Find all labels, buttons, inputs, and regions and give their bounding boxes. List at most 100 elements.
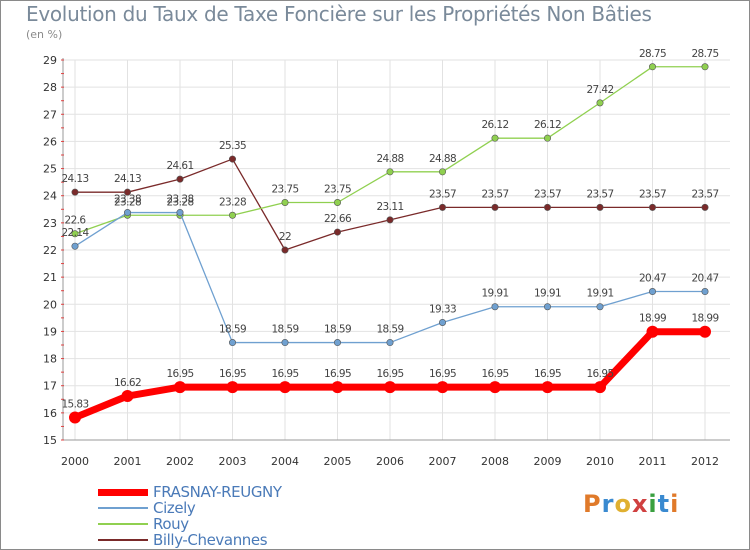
logo-letter: x	[631, 490, 649, 518]
y-tick-label: 18	[43, 353, 57, 366]
data-point	[333, 339, 341, 347]
logo-letter: i	[670, 490, 680, 518]
data-point	[491, 134, 499, 142]
y-tick-label: 24	[43, 190, 57, 203]
data-label: 23.57	[639, 188, 666, 200]
data-point	[229, 339, 237, 347]
x-tick-label: 2000	[61, 455, 89, 468]
data-point	[596, 99, 604, 107]
data-point	[438, 318, 446, 326]
data-point	[124, 209, 132, 217]
chart-title: Evolution du Taux de Taxe Foncière sur l…	[26, 2, 652, 26]
data-label: 28.75	[691, 48, 718, 60]
data-point	[543, 134, 551, 142]
data-label: 25.35	[219, 140, 246, 152]
x-tick-label: 2009	[534, 455, 562, 468]
data-label: 19.91	[534, 288, 561, 300]
x-tick-label: 2002	[166, 455, 194, 468]
data-point	[71, 188, 79, 196]
data-point	[541, 381, 554, 394]
data-label: 16.62	[114, 377, 141, 389]
data-point	[333, 228, 341, 236]
data-point	[121, 390, 134, 403]
data-point	[331, 381, 344, 394]
data-label: 23.11	[376, 201, 403, 213]
data-point	[386, 168, 394, 176]
x-tick-label: 2007	[429, 455, 457, 468]
data-point	[489, 381, 501, 394]
data-label: 23.28	[114, 196, 141, 208]
data-point	[281, 339, 289, 347]
data-point	[226, 381, 239, 394]
data-label: 26.12	[481, 119, 508, 131]
data-point	[701, 203, 709, 211]
y-tick-label: 28	[43, 81, 57, 94]
data-label: 16.95	[586, 368, 613, 380]
data-label: 15.83	[61, 398, 88, 410]
x-tick-label: 2004	[271, 455, 299, 468]
y-tick-label: 22	[43, 244, 57, 257]
data-label: 22.66	[324, 213, 352, 225]
data-point	[491, 203, 499, 211]
data-label: 23.75	[271, 184, 298, 196]
y-tick-label: 27	[43, 108, 57, 121]
data-label: 23.57	[481, 188, 508, 200]
y-tick-label: 25	[43, 163, 57, 176]
data-point	[71, 242, 79, 250]
x-tick-label: 2003	[219, 455, 247, 468]
data-point	[648, 288, 656, 296]
data-label: 18.59	[219, 324, 246, 336]
data-point	[646, 325, 659, 338]
data-label: 16.95	[271, 368, 298, 380]
data-point	[69, 411, 81, 424]
y-tick-label: 21	[43, 271, 57, 284]
data-point	[229, 211, 237, 219]
data-point	[386, 216, 394, 224]
data-label: 24.13	[61, 173, 88, 185]
data-label: 23.57	[534, 188, 561, 200]
data-point	[279, 381, 291, 394]
legend-label: Rouy	[153, 515, 189, 533]
data-label: 19.33	[429, 303, 456, 315]
data-point	[176, 209, 184, 217]
data-point	[124, 188, 132, 196]
data-label: 20.47	[639, 273, 666, 285]
data-label: 16.95	[429, 368, 456, 380]
data-label: 18.99	[639, 313, 666, 325]
data-label: 23.28	[166, 196, 193, 208]
data-point	[174, 381, 186, 394]
data-label: 23.38	[114, 194, 141, 206]
data-point	[648, 203, 656, 211]
data-point	[333, 199, 341, 207]
logo-letter: i	[648, 490, 658, 518]
data-point	[436, 381, 449, 394]
x-tick-label: 2001	[114, 455, 142, 468]
legend-swatch	[98, 489, 148, 496]
y-tick-label: 26	[43, 135, 57, 148]
data-point	[596, 303, 604, 311]
data-label: 16.95	[376, 368, 403, 380]
x-tick-label: 2008	[481, 455, 509, 468]
data-point	[699, 325, 711, 338]
data-point	[543, 203, 551, 211]
data-point	[438, 203, 446, 211]
data-label: 16.95	[324, 368, 351, 380]
legend-swatch	[98, 539, 148, 541]
data-point	[176, 175, 184, 183]
legend-label: FRASNAY-REUGNY	[153, 483, 282, 501]
data-label: 23.28	[219, 196, 246, 208]
data-point	[438, 168, 446, 176]
y-tick-label: 16	[43, 407, 57, 420]
data-label: 18.59	[271, 324, 298, 336]
data-point	[701, 288, 709, 296]
proxiti-logo: Proxiti	[583, 490, 679, 518]
data-label: 26.12	[534, 119, 561, 131]
x-tick-label: 2005	[324, 455, 352, 468]
data-label: 22.6	[65, 215, 87, 227]
logo-letter: t	[657, 490, 671, 518]
x-tick-label: 2010	[586, 455, 614, 468]
data-point	[384, 381, 396, 394]
data-label: 23.57	[429, 188, 456, 200]
legend-label: Billy-Chevannes	[153, 531, 268, 549]
data-label: 16.95	[166, 368, 193, 380]
